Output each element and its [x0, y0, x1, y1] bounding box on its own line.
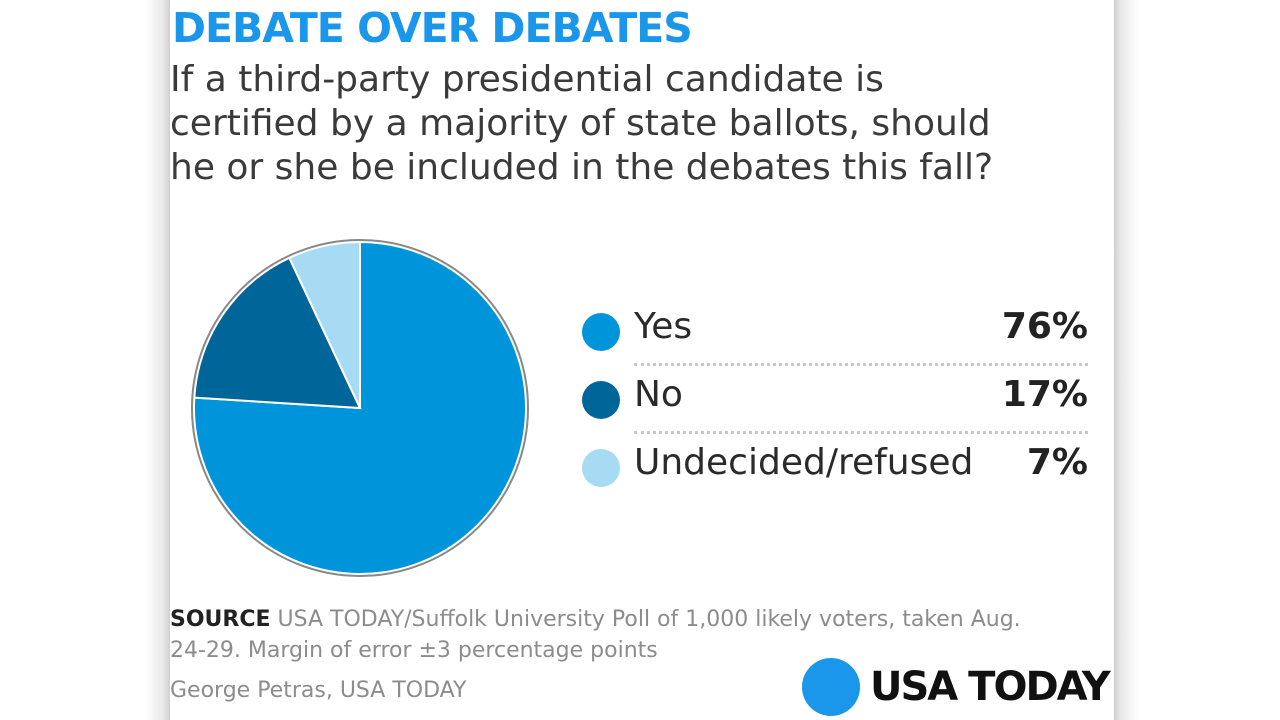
source-note: SOURCE USA TODAY/Suffolk University Poll…: [170, 604, 1030, 666]
legend-swatch: [582, 381, 620, 419]
pie-slice-no: [193, 256, 362, 410]
legend-item-undecided-refused: Undecided/refused 7%: [582, 434, 1088, 502]
legend-divider: [634, 431, 1088, 434]
left-margin-shadow: [0, 0, 170, 720]
headline: DEBATE OVER DEBATES: [172, 4, 693, 52]
legend-value: 7%: [1026, 442, 1088, 483]
chart-legend: Yes 76% No 17% Undecided/refused 7%: [582, 298, 1088, 502]
poll-question: If a third-party presidential candidate …: [170, 59, 994, 188]
legend-item-no: No 17%: [582, 366, 1088, 434]
source-label: SOURCE: [170, 607, 271, 632]
legend-value: 76%: [1001, 306, 1088, 347]
infographic-card: DEBATE OVER DEBATES If a third-party pre…: [170, 0, 1114, 720]
usa-today-logo-text: USA TODAY: [870, 664, 1111, 710]
usa-today-logo-dot: [802, 658, 860, 716]
legend-label: No: [634, 374, 683, 415]
legend-divider: [634, 363, 1088, 366]
pie-chart: [191, 239, 529, 577]
pie-slice-yes: [193, 240, 527, 575]
legend-label: Yes: [634, 306, 693, 347]
legend-swatch: [582, 449, 620, 487]
legend-item-yes: Yes 76%: [582, 298, 1088, 366]
pie-slice-undecided-refused: [287, 240, 361, 409]
right-margin-shadow: [1114, 0, 1280, 720]
credit-line: George Petras, USA TODAY: [170, 678, 467, 703]
pie-outline: [191, 239, 529, 577]
legend-value: 17%: [1001, 374, 1088, 415]
legend-swatch: [582, 313, 620, 351]
source-text: USA TODAY/Suffolk University Poll of 1,0…: [170, 607, 1021, 663]
legend-label: Undecided/refused: [634, 442, 974, 483]
